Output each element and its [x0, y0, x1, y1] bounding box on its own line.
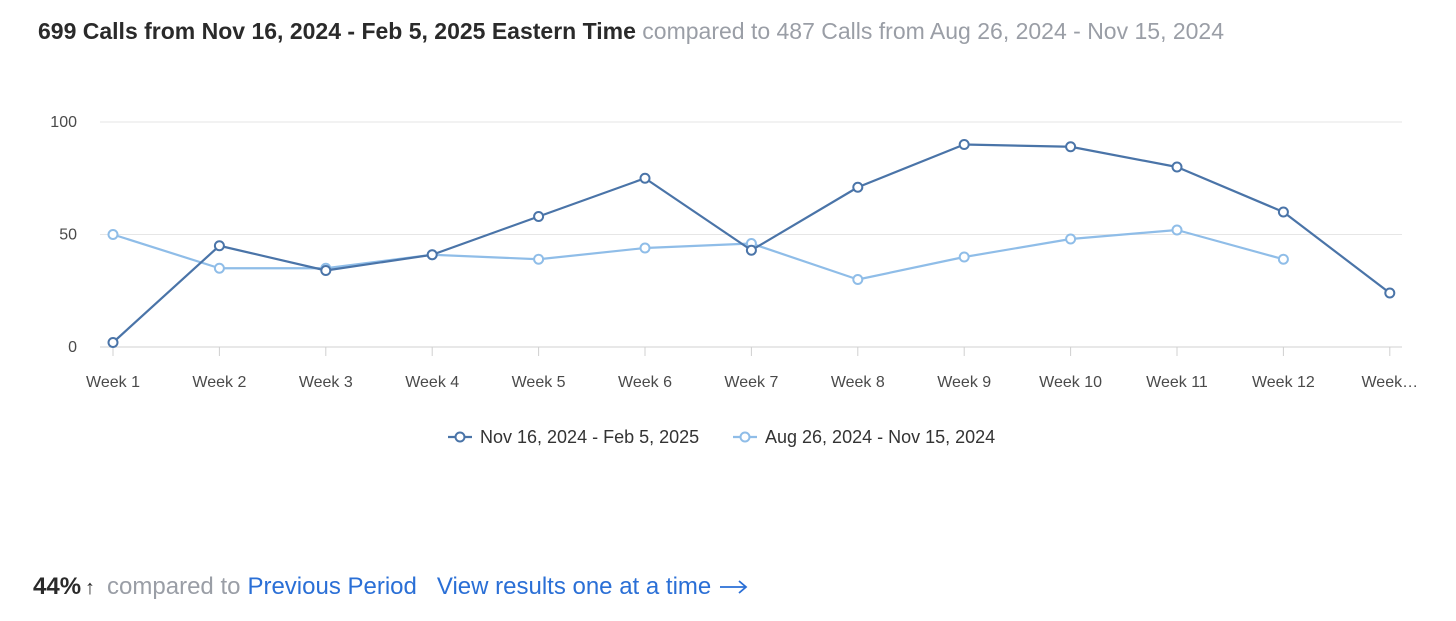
data-point — [533, 211, 545, 222]
data-point — [320, 265, 332, 276]
x-tick-label: Week 5 — [512, 374, 566, 391]
data-point — [1065, 141, 1077, 153]
data-point — [958, 251, 970, 263]
x-tick-label: Week 1 — [86, 374, 140, 391]
legend: Nov 16, 2024 - Feb 5, 2025 Aug 26, 2024 -… — [448, 427, 995, 447]
y-tick-label: 50 — [59, 227, 77, 244]
arrow-up-icon: ↑ — [85, 577, 96, 599]
x-tick-label: Week 4 — [405, 374, 459, 391]
chart-header: 699 Calls from Nov 16, 2024 - Feb 5, 202… — [38, 18, 1224, 45]
x-tick-label: Week 2 — [192, 374, 246, 391]
data-point — [107, 337, 119, 348]
data-point — [213, 240, 225, 252]
percent-change: 44% — [33, 573, 82, 600]
data-point — [1065, 233, 1077, 245]
data-point — [745, 244, 757, 256]
legend-marker — [739, 431, 751, 443]
legend-label: Nov 16, 2024 - Feb 5, 2025 — [480, 427, 699, 447]
x-tick-label: Week 9 — [937, 374, 991, 391]
data-point — [1277, 206, 1289, 218]
arrow-right-icon — [720, 580, 748, 594]
data-point — [1171, 161, 1183, 173]
x-tick-label: Week 8 — [831, 374, 885, 391]
header-title: 699 Calls from Nov 16, 2024 - Feb 5, 202… — [38, 18, 636, 44]
x-tick-label: Week… — [1361, 374, 1418, 391]
data-point — [213, 262, 225, 274]
header-comparison: compared to 487 Calls from Aug 26, 2024 … — [642, 18, 1225, 44]
data-point — [639, 242, 651, 254]
legend-marker — [454, 431, 466, 443]
data-point — [958, 139, 970, 150]
x-tick-label: Week 7 — [724, 374, 778, 391]
summary-footer: 44% ↑ compared to Previous Period View r… — [33, 573, 749, 601]
x-tick-label: Week 10 — [1039, 374, 1102, 391]
x-tick-label: Week 11 — [1146, 374, 1208, 391]
view-one-at-a-time-label: View results one at a time — [436, 573, 712, 600]
view-one-at-a-time-link[interactable]: View results one at a time — [437, 573, 749, 601]
data-point — [107, 229, 119, 240]
data-point — [639, 172, 651, 184]
grid-layer — [100, 121, 1402, 348]
data-point — [533, 253, 545, 265]
data-point — [852, 274, 864, 285]
y-tick-label: 0 — [68, 339, 77, 356]
previous-period-link[interactable]: Previous Period — [247, 573, 417, 600]
legend-item: Nov 16, 2024 - Feb 5, 2025 — [448, 427, 699, 447]
data-point — [426, 249, 438, 261]
x-tick-label: Week 3 — [299, 374, 353, 391]
compared-to-label: compared to — [107, 573, 241, 600]
y-axis: 0 50 100 — [50, 114, 77, 356]
y-tick-label: 100 — [50, 114, 77, 131]
series-line — [112, 228, 1284, 281]
series-layer — [107, 139, 1396, 348]
data-point — [852, 181, 864, 193]
x-tick-label: Week 6 — [618, 374, 672, 391]
data-point — [1277, 253, 1289, 265]
legend-label: Aug 26, 2024 - Nov 15, 2024 — [765, 427, 995, 447]
x-axis: Week 1 Week 2 Week 3 Week 4 Week 5 Week 6 Week… — [86, 347, 1418, 391]
data-point — [1171, 224, 1183, 236]
x-tick-label: Week 12 — [1252, 374, 1315, 391]
data-point — [1384, 287, 1396, 299]
legend-item: Aug 26, 2024 - Nov 15, 2024 — [733, 427, 995, 447]
